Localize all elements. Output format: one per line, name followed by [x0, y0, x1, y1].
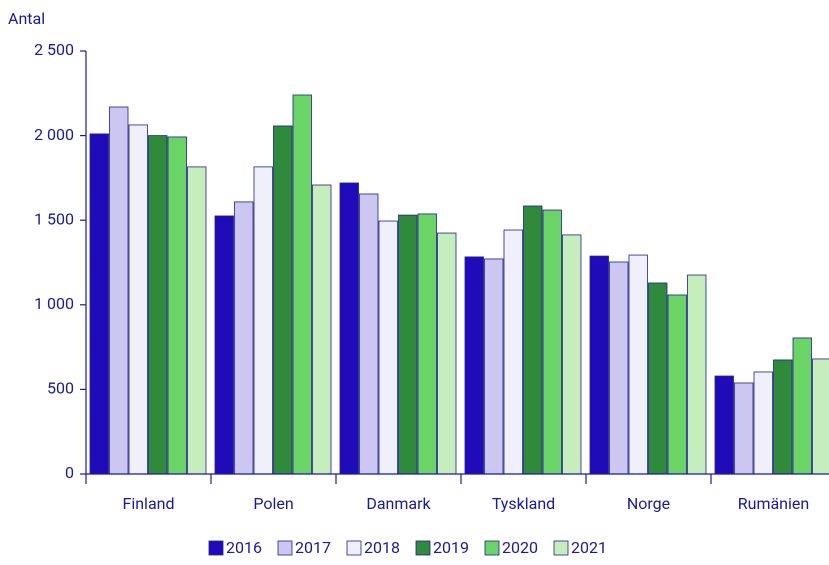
- bar: [253, 166, 273, 475]
- legend-label: 2021: [571, 538, 607, 557]
- bar: [109, 106, 129, 475]
- bar: [339, 182, 359, 475]
- bar: [187, 166, 207, 475]
- bar: [437, 232, 457, 475]
- x-tick-label: Norge: [627, 494, 670, 513]
- legend-label: 2020: [502, 538, 538, 557]
- x-tick-label: Finland: [122, 494, 174, 513]
- x-tick-label: Polen: [253, 494, 293, 513]
- bar: [398, 214, 418, 475]
- bar: [148, 135, 168, 475]
- bar: [234, 201, 254, 475]
- legend-swatch: [277, 540, 293, 556]
- bar: [714, 375, 734, 475]
- legend-label: 2018: [364, 538, 400, 557]
- y-axis-label: Antal: [8, 9, 45, 28]
- bar: [562, 234, 582, 475]
- bar: [464, 256, 484, 475]
- bar: [312, 184, 332, 475]
- y-tick-label: 0: [65, 463, 74, 482]
- bar: [753, 371, 773, 475]
- y-tick-label: 2 000: [34, 125, 74, 144]
- bar: [792, 337, 812, 475]
- bar: [128, 124, 148, 475]
- bar: [273, 125, 293, 475]
- bar: [734, 382, 754, 475]
- bar: [167, 136, 187, 475]
- legend-swatch: [553, 540, 569, 556]
- bar: [359, 193, 379, 475]
- legend-swatch: [346, 540, 362, 556]
- bar: [417, 213, 437, 475]
- bar: [812, 358, 829, 475]
- x-tick-label: Rumänien: [738, 494, 809, 513]
- bar: [542, 209, 562, 475]
- bar: [648, 282, 668, 475]
- bar: [484, 258, 504, 475]
- legend-swatch: [415, 540, 431, 556]
- legend-label: 2016: [226, 538, 262, 557]
- x-tick-label: Danmark: [366, 494, 431, 513]
- bar: [687, 274, 707, 475]
- legend-label: 2019: [433, 538, 469, 557]
- bar: [609, 261, 629, 475]
- x-tick-label: Tyskland: [492, 494, 555, 513]
- bar: [89, 133, 109, 475]
- bar: [503, 229, 523, 475]
- bar: [773, 359, 793, 475]
- bar: [214, 215, 234, 475]
- y-tick-label: 1 500: [34, 209, 74, 228]
- bar: [523, 205, 543, 475]
- y-tick-label: 1 000: [34, 294, 74, 313]
- legend-label: 2017: [295, 538, 331, 557]
- legend-swatch: [484, 540, 500, 556]
- y-tick-label: 500: [47, 379, 74, 398]
- bar: [628, 254, 648, 475]
- bar: [589, 255, 609, 475]
- bar: [292, 94, 312, 475]
- y-tick-label: 2 500: [34, 40, 74, 59]
- bar: [378, 220, 398, 475]
- bar: [667, 294, 687, 475]
- legend-swatch: [208, 540, 224, 556]
